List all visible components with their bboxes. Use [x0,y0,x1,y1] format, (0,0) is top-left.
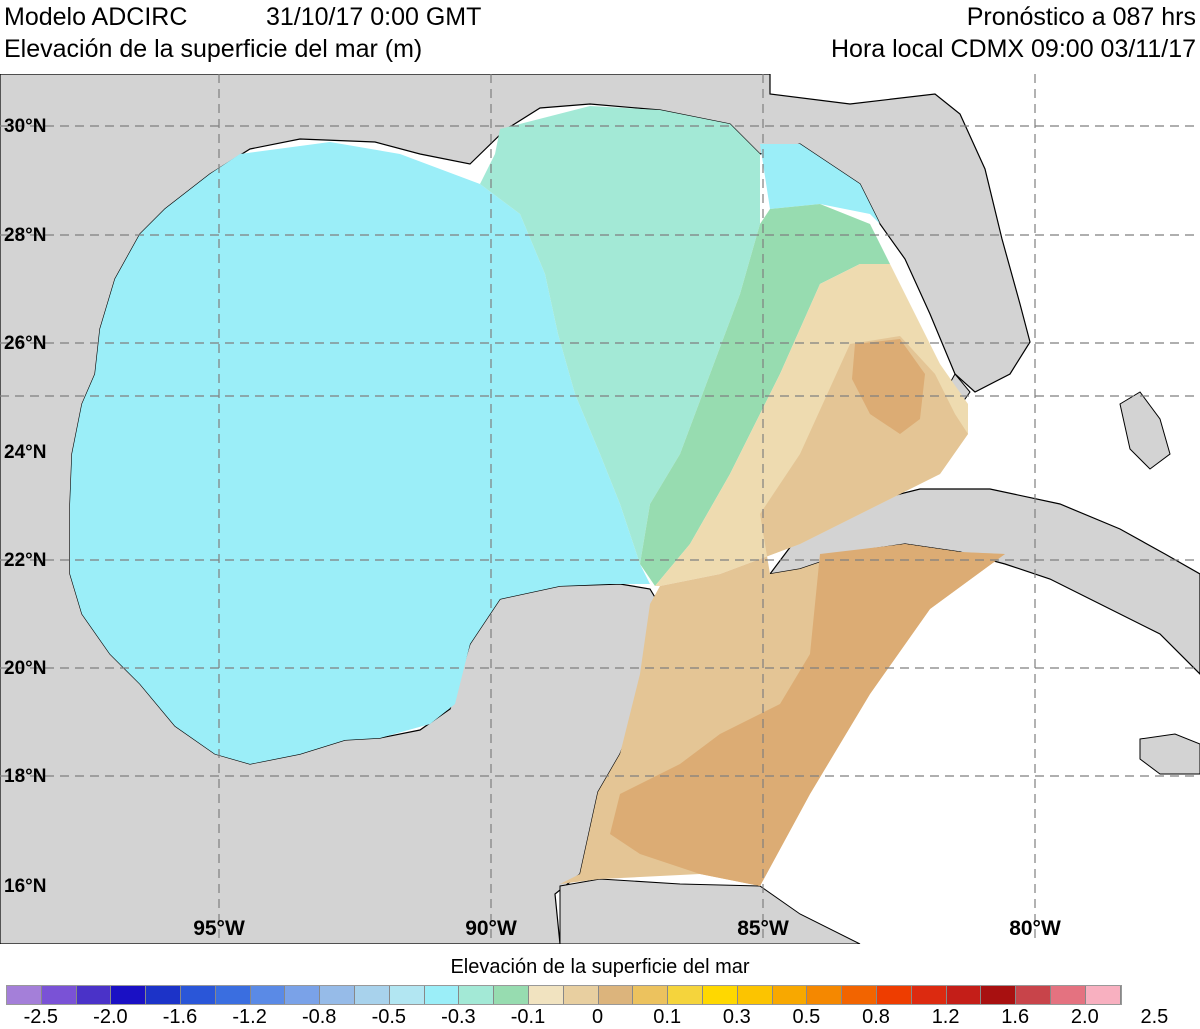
colorbar-swatch [876,986,912,1004]
colorbar-swatch [981,986,1017,1004]
lon-label-90w: 90°W [465,917,517,940]
colorbar-swatch [528,986,564,1004]
colorbar-tick-label: -1.2 [232,1006,267,1028]
colorbar-tick-label: 0.5 [792,1006,821,1028]
lat-label-28n: 28°N [4,225,46,246]
colorbar [6,985,1122,1005]
colorbar-swatch [76,986,112,1004]
colorbar-swatch [285,986,321,1004]
colorbar-swatch [772,986,808,1004]
jamaica-land [1139,733,1200,775]
colorbar-swatch [702,986,738,1004]
central-america-land [559,878,861,944]
elevation-region-0-3-east [852,339,925,434]
init-time: 31/10/17 0:00 GMT [266,3,482,31]
variable-title: Elevación de la superficie del mar (m) [4,35,423,63]
colorbar-swatch [7,986,42,1004]
colorbar-tick-label: -0.8 [301,1006,337,1028]
lon-label-95w: 95°W [193,917,245,940]
elevation-region-0 [640,204,890,586]
elevation-region-neg-0-05 [480,106,760,564]
colorbar-tick-label: 0 [592,1006,604,1028]
colorbar-swatch [424,986,460,1004]
colorbar-tick-label: 2.0 [1070,1006,1099,1028]
colorbar-tick-label: 2.5 [1140,1006,1169,1028]
colorbar-tick-label: 1.2 [931,1006,960,1028]
colorbar-tick-label: 0.1 [653,1006,682,1028]
lat-label-26n: 26°N [4,333,46,354]
colorbar-tick-label: -2.5 [23,1006,59,1028]
colorbar-swatch [111,986,147,1004]
lat-label-22n: 22°N [4,550,46,571]
colorbar-tick-label: 0.3 [722,1006,751,1028]
colorbar-tick-label: -0.3 [441,1006,476,1028]
colorbar-swatch [737,986,773,1004]
colorbar-swatch [911,986,947,1004]
colorbar-tick-label: -1.6 [162,1006,198,1028]
colorbar-swatch [807,986,843,1004]
elevation-region-0-3 [610,544,1005,886]
colorbar-swatch [494,986,529,1004]
graticule [0,74,1200,944]
colorbar-swatch [842,986,877,1004]
colorbar-swatch [250,986,286,1004]
colorbar-swatch [563,986,599,1004]
elevation-region-neg-0-1 [70,142,650,764]
colorbar-swatch [389,986,425,1004]
colorbar-swatch [1085,986,1121,1004]
colorbar-swatch [1016,986,1051,1004]
lat-label-18n: 18°N [4,766,46,787]
colorbar-swatch [633,986,669,1004]
lon-label-80w: 80°W [1009,917,1061,940]
sea-level-map: 30°N 28°N 26°N 24°N 22°N 20°N 18°N 16°N … [0,74,1200,944]
elevation-region-0-2 [560,336,1005,886]
lat-label-30n: 30°N [4,116,46,137]
colorbar-tick-label: 0.8 [862,1006,890,1028]
colorbar-tick-label: -2.0 [93,1006,128,1028]
colorbar-swatch [668,986,703,1004]
colorbar-tick-label: -0.1 [510,1006,546,1028]
colorbar-swatch [354,986,390,1004]
lat-label-20n: 20°N [4,658,46,679]
lat-label-24n: 24°N [4,442,46,463]
lat-label-16n: 16°N [4,876,46,897]
lon-label-85w: 85°W [737,917,789,940]
colorbar-swatch [41,986,77,1004]
local-time: Hora local CDMX 09:00 03/11/17 [830,35,1196,63]
forecast-hour: Pronóstico a 087 hrs [966,3,1196,31]
colorbar-swatch [459,986,495,1004]
bahamas-land [1119,391,1171,470]
colorbar-swatch [215,986,251,1004]
colorbar-swatch [180,986,216,1004]
colorbar-swatch [946,986,982,1004]
elevation-region-neg-0-1-east [760,144,880,224]
colorbar-swatch [146,986,181,1004]
colorbar-swatch [1050,986,1086,1004]
colorbar-tick-label: 1.6 [1001,1006,1030,1028]
model-name: Modelo ADCIRC [4,3,188,31]
colorbar-swatch [598,986,634,1004]
colorbar-swatch [320,986,355,1004]
colorbar-title: Elevación de la superficie del mar [450,956,750,978]
colorbar-tick-label: -0.5 [371,1006,407,1028]
